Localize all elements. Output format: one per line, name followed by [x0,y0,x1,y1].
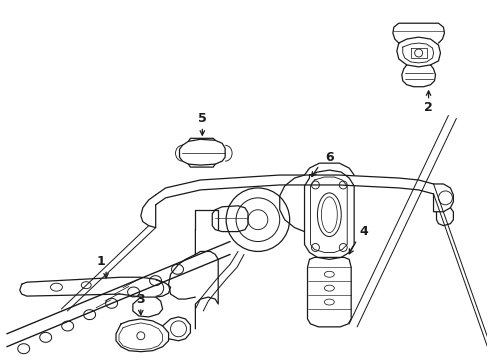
Text: 5: 5 [198,112,206,125]
Text: 4: 4 [359,225,367,238]
Text: 1: 1 [97,255,105,268]
Text: 6: 6 [325,151,333,164]
Text: 3: 3 [136,293,145,306]
Text: 2: 2 [423,101,432,114]
